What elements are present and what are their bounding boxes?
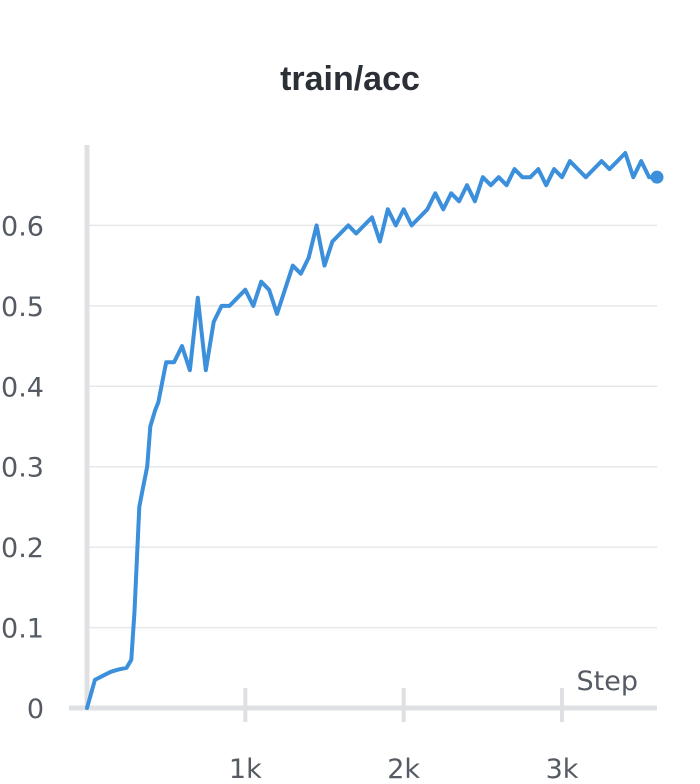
y-tick-label: 0.6 — [1, 211, 44, 242]
y-tick-label: 0.5 — [1, 292, 44, 323]
y-tick-label: 0.4 — [1, 372, 44, 403]
y-tick-label: 0.2 — [1, 533, 44, 564]
y-tick-label: 0.1 — [1, 614, 44, 645]
x-tick-label: 2k — [387, 754, 420, 784]
x-tick-label: 3k — [546, 754, 579, 784]
x-tick-label: 1k — [229, 754, 262, 784]
chart-title: train/acc — [280, 60, 420, 98]
series-last-point[interactable] — [650, 170, 664, 184]
series-line — [85, 151, 659, 710]
y-tick-label: 0.3 — [1, 453, 44, 484]
x-axis-label: Step — [577, 666, 638, 697]
y-tick-label: 0 — [27, 694, 44, 725]
